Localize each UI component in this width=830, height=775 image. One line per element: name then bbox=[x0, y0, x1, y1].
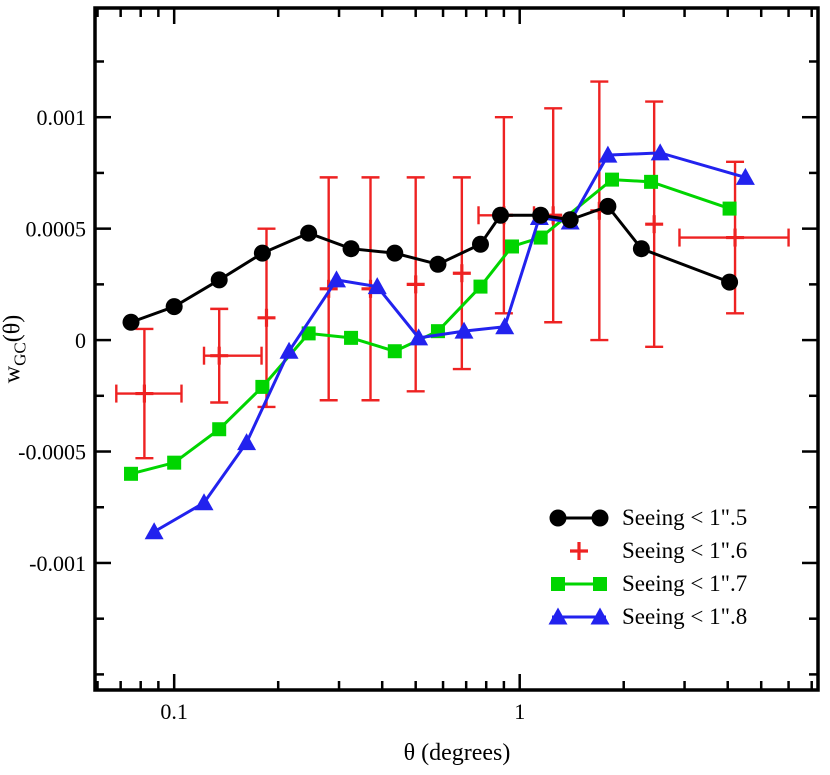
y-axis-title: wGC(θ) bbox=[0, 315, 30, 383]
plot-frame bbox=[93, 6, 820, 692]
y-tick-label: 0.0005 bbox=[26, 217, 87, 242]
x-tick-label: 0.1 bbox=[160, 699, 188, 724]
series-seeing-1-6 bbox=[115, 80, 790, 460]
legend: Seeing < 1".5 Seeing < 1".6 Seeing < 1".… bbox=[546, 501, 747, 633]
y-axis-title-base: w bbox=[0, 365, 26, 384]
legend-label-seeing-1-7: Seeing < 1".7 bbox=[622, 570, 748, 596]
series-seeing-1-7 bbox=[124, 172, 737, 481]
x-axis-title: θ (degrees) bbox=[403, 740, 511, 766]
y-tick-label: -0.001 bbox=[29, 551, 86, 576]
circle-marker-icon bbox=[549, 509, 609, 526]
x-tick-label: 1 bbox=[514, 699, 525, 724]
legend-item-seeing-1-6: Seeing < 1".6 bbox=[546, 534, 747, 567]
y-axis-title-subscript: GC bbox=[10, 342, 30, 366]
legend-label-seeing-1-6: Seeing < 1".6 bbox=[622, 537, 748, 563]
y-tick-label: -0.0005 bbox=[18, 440, 86, 465]
legend-item-seeing-1-5: Seeing < 1".5 bbox=[546, 501, 747, 534]
legend-label-seeing-1-5: Seeing < 1".5 bbox=[622, 504, 748, 530]
triangle-marker-icon bbox=[548, 607, 610, 624]
series-seeing-1-5 bbox=[122, 197, 739, 331]
legend-label-seeing-1-8: Seeing < 1".8 bbox=[622, 603, 748, 629]
legend-item-seeing-1-8: Seeing < 1".8 bbox=[546, 600, 747, 633]
plus-marker-icon bbox=[570, 541, 588, 560]
y-axis-title-tail: (θ) bbox=[0, 314, 26, 343]
legend-item-seeing-1-7: Seeing < 1".7 bbox=[546, 567, 747, 600]
y-tick-label: 0.001 bbox=[37, 105, 87, 130]
tick-labels: 0.1 1 -0.001 -0.0005 0 0.0005 0.001 bbox=[18, 105, 525, 724]
square-marker-icon bbox=[551, 576, 607, 591]
series-seeing-1-8 bbox=[144, 143, 755, 540]
y-tick-label: 0 bbox=[75, 328, 86, 353]
